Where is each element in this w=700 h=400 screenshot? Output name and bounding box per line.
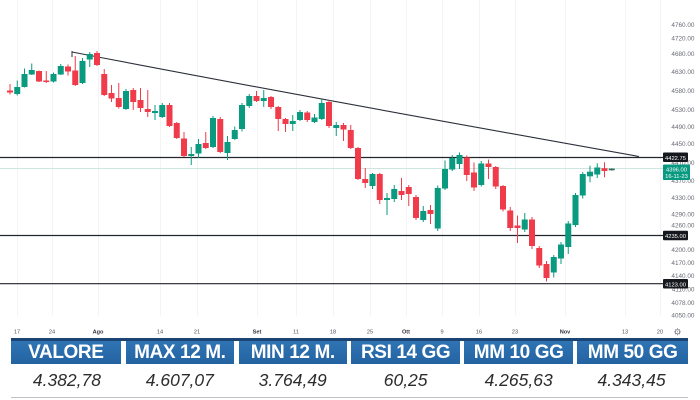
svg-text:18: 18 [330, 329, 336, 335]
svg-text:4078.00: 4078.00 [671, 300, 695, 307]
svg-text:4140.00: 4140.00 [671, 273, 695, 280]
svg-text:4450.00: 4450.00 [671, 141, 695, 148]
svg-text:4680.00: 4680.00 [671, 51, 695, 58]
svg-text:4580.00: 4580.00 [671, 88, 695, 95]
svg-text:4235.00: 4235.00 [665, 234, 686, 240]
svg-text:4760.00: 4760.00 [671, 22, 695, 29]
svg-text:4290.00: 4290.00 [671, 212, 695, 219]
svg-text:13: 13 [622, 329, 628, 335]
svg-text:4396.00: 4396.00 [666, 168, 687, 174]
svg-text:4410.00: 4410.00 [671, 160, 695, 167]
svg-text:Nov: Nov [560, 329, 571, 335]
svg-text:4330.00: 4330.00 [671, 195, 695, 202]
svg-text:4370.00: 4370.00 [671, 178, 695, 185]
svg-text:9: 9 [440, 329, 443, 335]
svg-text:16-11-23: 16-11-23 [665, 174, 688, 180]
svg-text:4050.00: 4050.00 [671, 313, 695, 320]
svg-text:23: 23 [512, 329, 518, 335]
svg-text:4110.00: 4110.00 [672, 287, 695, 294]
svg-text:4490.00: 4490.00 [671, 124, 695, 131]
svg-text:17: 17 [14, 329, 20, 335]
svg-text:25: 25 [367, 329, 373, 335]
svg-text:14: 14 [157, 329, 163, 335]
svg-text:20: 20 [657, 329, 663, 335]
svg-text:4260.00: 4260.00 [671, 223, 695, 230]
svg-text:Ago: Ago [93, 329, 104, 335]
svg-text:21: 21 [194, 329, 200, 335]
svg-text:4720.00: 4720.00 [671, 36, 695, 43]
svg-text:24: 24 [49, 329, 55, 335]
svg-text:4630.00: 4630.00 [671, 69, 695, 76]
svg-text:16: 16 [476, 329, 482, 335]
svg-text:Ott: Ott [402, 329, 410, 335]
svg-text:4170.00: 4170.00 [671, 260, 695, 267]
svg-text:4200.00: 4200.00 [671, 247, 695, 254]
svg-text:4123.00: 4123.00 [665, 282, 686, 288]
svg-text:Set: Set [253, 329, 262, 335]
svg-text:11: 11 [293, 329, 299, 335]
svg-text:4422.75: 4422.75 [665, 156, 686, 162]
svg-text:4530.00: 4530.00 [671, 107, 695, 114]
